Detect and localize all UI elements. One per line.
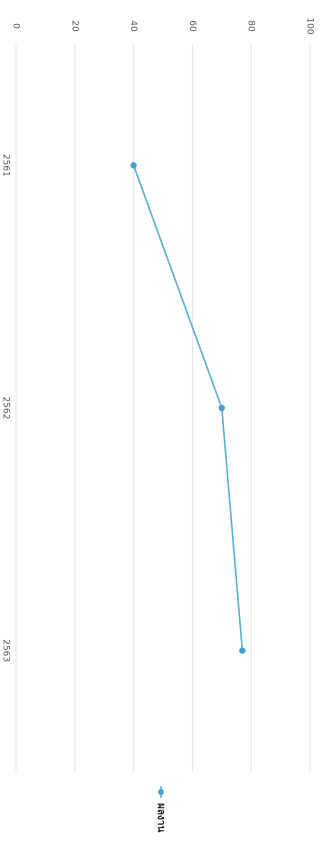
y-tick-label-20: 20: [69, 20, 79, 32]
legend[interactable]: ผลงาน: [155, 786, 166, 832]
legend-label: ผลงาน: [155, 803, 166, 832]
x-tick-label-2561: 2561: [1, 154, 11, 177]
data-point-2561[interactable]: [130, 162, 137, 169]
y-tick-label-40: 40: [128, 20, 138, 32]
legend-item[interactable]: ผลงาน: [155, 786, 166, 832]
series-line-0: [132, 165, 244, 651]
data-point-2562[interactable]: [218, 404, 225, 412]
y-tick-label-60: 60: [187, 20, 197, 32]
data-point-2563[interactable]: [239, 647, 246, 654]
x-axis-ticks: 2561 2562 2563: [1, 154, 11, 662]
y-tick-label-0: 0: [11, 23, 21, 29]
x-tick-label-2563: 2563: [1, 639, 11, 662]
x-tick-label-2562: 2562: [1, 397, 11, 420]
y-axis-ticks: 0 20 40 60 80 100: [11, 17, 315, 34]
grid-lines: [15, 44, 311, 772]
y-tick-label-100: 100: [305, 17, 315, 34]
series-layer: [130, 162, 246, 654]
y-tick-label-80: 80: [246, 20, 256, 32]
legend-marker: [158, 789, 164, 795]
